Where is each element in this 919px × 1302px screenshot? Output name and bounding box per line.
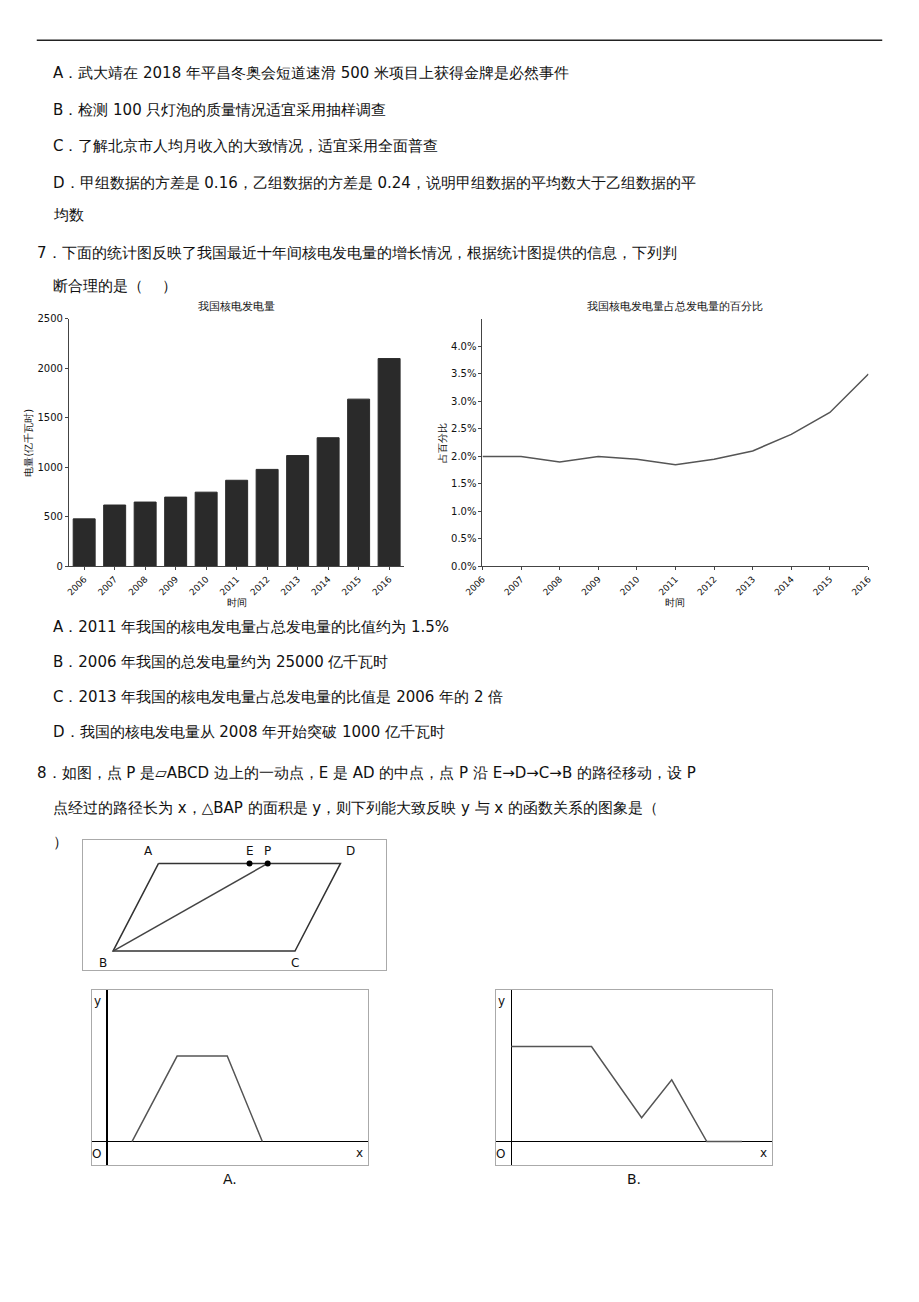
svg-text:x: x [356,1146,363,1160]
svg-text:O: O [92,1147,101,1161]
svg-text:时间: 时间 [665,597,685,608]
svg-text:2008: 2008 [541,574,564,597]
svg-text:2014: 2014 [773,574,796,597]
svg-text:电量(亿千瓦时): 电量(亿千瓦时) [23,409,34,477]
svg-text:2015: 2015 [811,574,834,597]
svg-text:B.: B. [627,1171,641,1187]
svg-text:D: D [346,844,355,858]
svg-text:B．2006 年我国的总发电量约为 25000 亿千瓦时: B．2006 年我国的总发电量约为 25000 亿千瓦时 [53,653,389,671]
svg-text:4.0%: 4.0% [451,341,476,352]
svg-text:2.0%: 2.0% [451,451,476,462]
svg-text:y: y [94,994,101,1008]
svg-text:A．武大靖在 2018 年平昌冬奥会短道速滑 500 米项目: A．武大靖在 2018 年平昌冬奥会短道速滑 500 米项目上获得金牌是必然事件 [53,64,569,82]
svg-text:2007: 2007 [502,574,525,597]
svg-text:2007: 2007 [96,574,119,597]
svg-text:2500: 2500 [37,313,62,324]
svg-text:B: B [99,956,107,970]
svg-text:2009: 2009 [157,574,180,597]
svg-text:2000: 2000 [37,363,62,374]
svg-text:C．了解北京市人均月收入的大致情况，适宜采用全面普查: C．了解北京市人均月收入的大致情况，适宜采用全面普查 [53,137,438,155]
svg-text:0: 0 [57,561,63,572]
svg-text:2012: 2012 [695,574,718,597]
svg-text:3.5%: 3.5% [451,368,476,379]
svg-text:x: x [760,1146,767,1160]
svg-text:0.0%: 0.0% [451,561,476,572]
svg-text:）: ） [53,833,68,851]
svg-text:均数: 均数 [53,206,84,224]
svg-text:0.5%: 0.5% [451,533,476,544]
svg-text:500: 500 [44,511,63,522]
svg-text:C: C [291,956,299,970]
svg-text:2010: 2010 [187,574,210,597]
svg-text:7．下面的统计图反映了我国最近十年间核电发电量的增长情况，根: 7．下面的统计图反映了我国最近十年间核电发电量的增长情况，根据统计图提供的信息，… [37,244,677,262]
svg-text:2006: 2006 [464,574,487,597]
svg-text:O: O [496,1147,505,1161]
svg-text:断合理的是（ ）: 断合理的是（ ） [53,277,177,295]
svg-text:2013: 2013 [279,574,302,597]
svg-text:2.5%: 2.5% [451,423,476,434]
svg-text:2011: 2011 [657,574,680,597]
svg-text:E: E [246,844,254,858]
svg-text:A: A [144,844,153,858]
svg-text:C．2013 年我国的核电发电量占总发电量的比值是 2006: C．2013 年我国的核电发电量占总发电量的比值是 2006 年的 2 倍 [53,688,503,706]
svg-text:2006: 2006 [66,574,89,597]
svg-text:点经过的路径长为 x，△BAP 的面积是 y，则下列能大致反: 点经过的路径长为 x，△BAP 的面积是 y，则下列能大致反映 y 与 x 的函… [53,799,658,817]
svg-text:A．2011 年我国的核电发电量占总发电量的比值约为 1.5: A．2011 年我国的核电发电量占总发电量的比值约为 1.5% [53,618,449,636]
svg-text:B．检测 100 只灯泡的质量情况适宜采用抽样调查: B．检测 100 只灯泡的质量情况适宜采用抽样调查 [53,101,386,119]
svg-text:1500: 1500 [37,412,62,423]
svg-text:2012: 2012 [248,574,271,597]
svg-text:2016: 2016 [850,574,873,597]
svg-text:我国核电发电量: 我国核电发电量 [198,300,275,313]
svg-text:A.: A. [223,1171,237,1187]
svg-text:2011: 2011 [218,574,241,597]
svg-text:2010: 2010 [618,574,641,597]
svg-text:2008: 2008 [126,574,149,597]
svg-text:2015: 2015 [340,574,363,597]
svg-text:2016: 2016 [370,574,393,597]
svg-text:2013: 2013 [734,574,757,597]
svg-text:2014: 2014 [309,574,332,597]
svg-text:1000: 1000 [37,462,62,473]
svg-text:时间: 时间 [227,597,247,608]
svg-text:1.0%: 1.0% [451,506,476,517]
svg-text:P: P [264,844,271,858]
svg-text:我国核电发电量占总发电量的百分比: 我国核电发电量占总发电量的百分比 [587,300,763,313]
svg-text:D．我国的核电发电量从 2008 年开始突破 1000 亿千: D．我国的核电发电量从 2008 年开始突破 1000 亿千瓦时 [53,723,445,741]
svg-text:1.5%: 1.5% [451,478,476,489]
svg-text:8．如图，点 P 是▱ABCD 边上的一动点，E 是 AD: 8．如图，点 P 是▱ABCD 边上的一动点，E 是 AD 的中点，点 P 沿 … [37,764,696,782]
svg-text:2009: 2009 [580,574,603,597]
svg-text:D．甲组数据的方差是 0.16，乙组数据的方差是 0.24，: D．甲组数据的方差是 0.16，乙组数据的方差是 0.24，说明甲组数据的平均数… [53,174,696,192]
svg-text:y: y [498,994,505,1008]
svg-text:3.0%: 3.0% [451,396,476,407]
svg-text:占百分比: 占百分比 [437,423,448,463]
